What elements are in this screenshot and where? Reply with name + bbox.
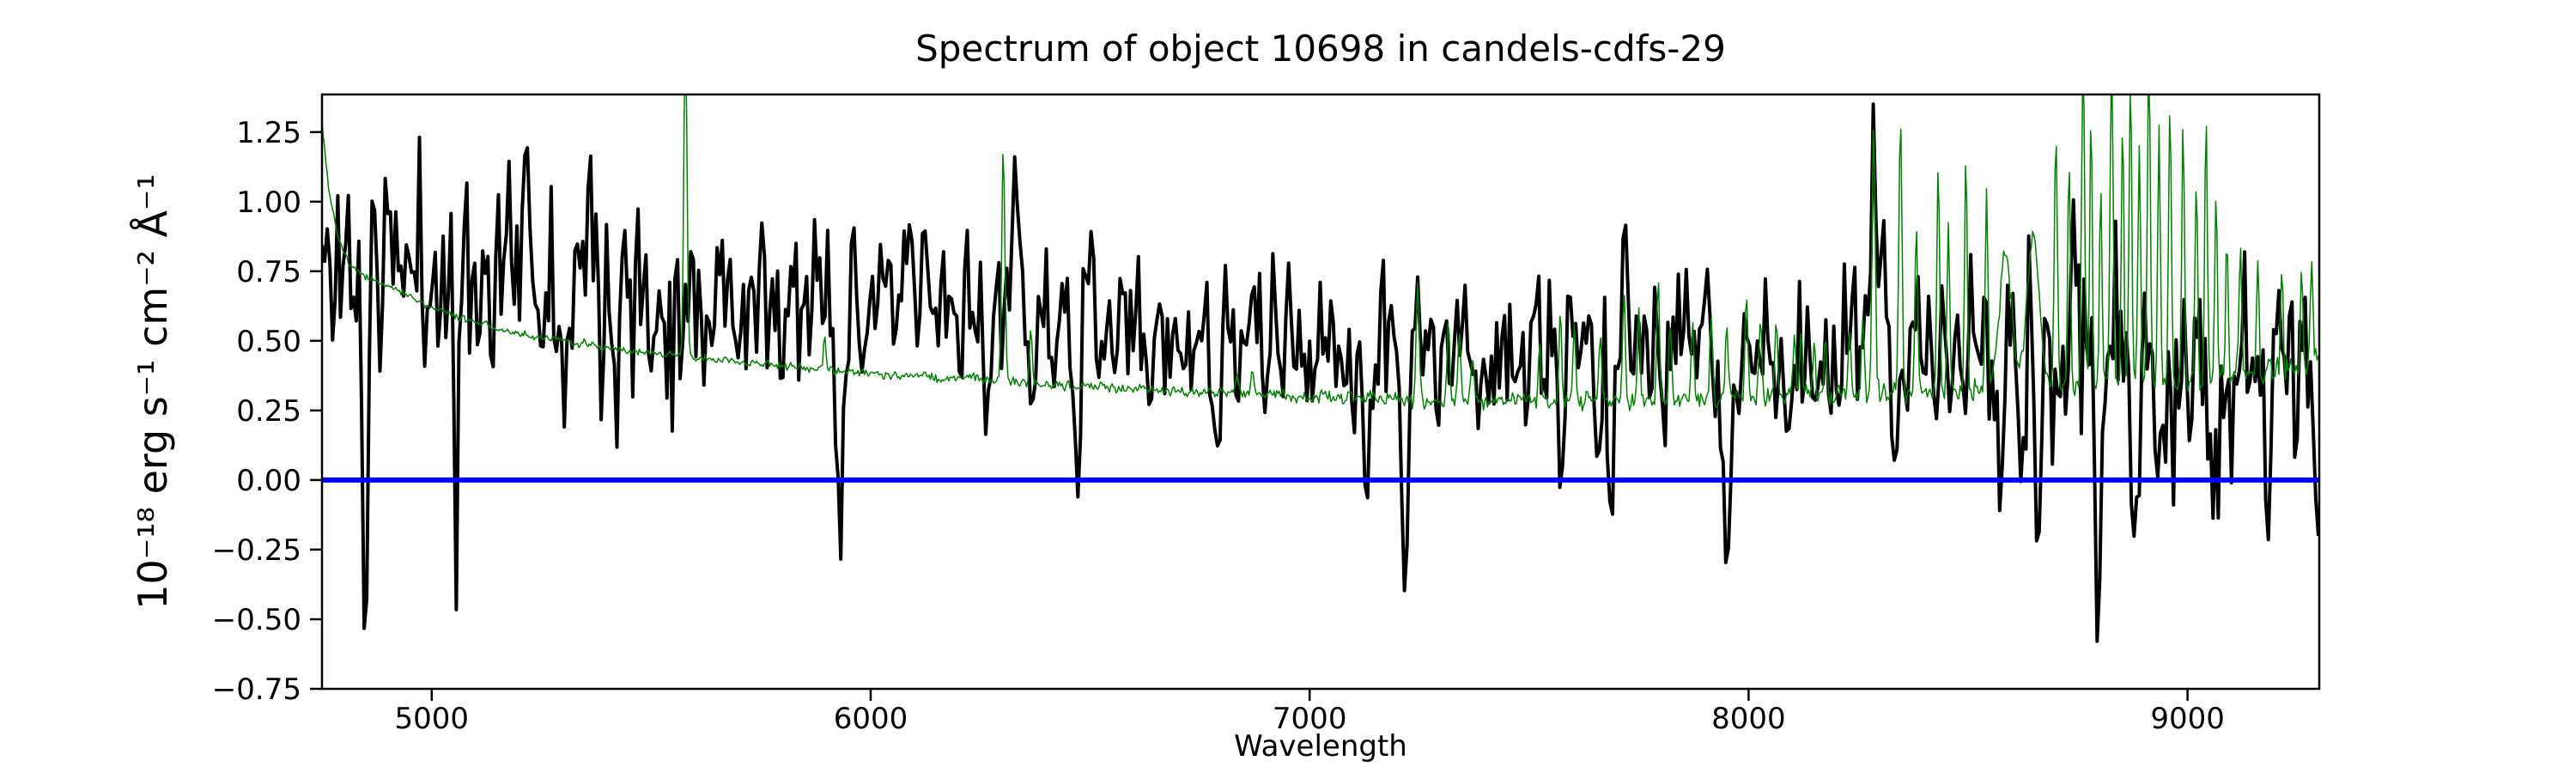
y-tick-label: 0.00 <box>236 464 301 498</box>
x-tick-label: 5000 <box>395 702 470 736</box>
x-tick-label: 6000 <box>834 702 908 736</box>
x-tick-label: 9000 <box>2150 702 2225 736</box>
y-tick-label: 1.25 <box>236 116 301 150</box>
y-tick-label: 1.00 <box>236 186 301 220</box>
y-tick-label: 0.25 <box>236 394 301 429</box>
error-spectrum-line <box>322 94 2319 412</box>
y-tick-label: −0.25 <box>212 533 301 568</box>
plot-frame <box>320 93 2321 691</box>
y-tick-label: −0.50 <box>212 603 301 637</box>
y-axis-label: 10⁻¹⁸ erg s⁻¹ cm⁻² Å⁻¹ <box>130 173 176 610</box>
x-tick-label: 7000 <box>1273 702 1347 736</box>
observed-flux-line <box>322 102 2319 643</box>
y-tick-label: −0.75 <box>212 673 301 707</box>
y-tick-label: 0.75 <box>236 255 301 289</box>
y-tick-label: 0.50 <box>236 325 301 359</box>
x-tick-label: 8000 <box>1711 702 1786 736</box>
chart-title: Spectrum of object 10698 in candels-cdfs… <box>915 27 1726 70</box>
x-axis-label: Wavelength <box>1234 729 1407 764</box>
